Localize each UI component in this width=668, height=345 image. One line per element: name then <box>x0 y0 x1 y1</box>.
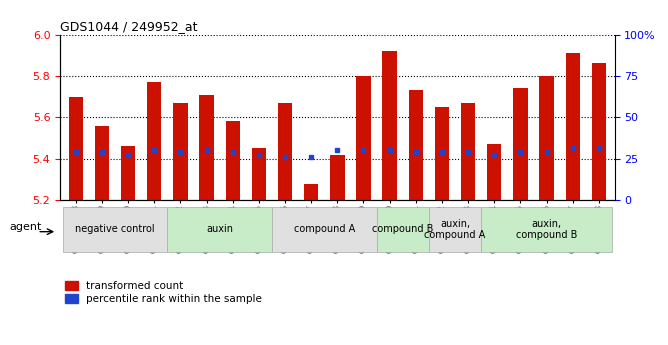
Text: negative control: negative control <box>75 225 155 234</box>
FancyBboxPatch shape <box>377 207 429 252</box>
FancyBboxPatch shape <box>481 207 612 252</box>
FancyBboxPatch shape <box>168 207 272 252</box>
Bar <box>356 76 371 200</box>
Text: auxin: auxin <box>206 225 233 234</box>
FancyBboxPatch shape <box>429 207 481 252</box>
Bar <box>95 126 109 200</box>
Text: agent: agent <box>9 222 41 232</box>
Bar <box>383 51 397 200</box>
Bar <box>278 103 292 200</box>
Text: auxin,
compound A: auxin, compound A <box>424 219 486 240</box>
Legend: transformed count, percentile rank within the sample: transformed count, percentile rank withi… <box>65 281 262 304</box>
Bar <box>252 148 266 200</box>
Bar <box>513 88 528 200</box>
Text: GDS1044 / 249952_at: GDS1044 / 249952_at <box>60 20 198 33</box>
Bar <box>461 103 476 200</box>
FancyBboxPatch shape <box>63 207 168 252</box>
Bar <box>69 97 83 200</box>
Text: compound A: compound A <box>294 225 355 234</box>
Bar <box>592 63 606 200</box>
Text: auxin,
compound B: auxin, compound B <box>516 219 577 240</box>
Bar <box>147 82 162 200</box>
Bar <box>226 121 240 200</box>
Text: compound B: compound B <box>372 225 434 234</box>
Bar <box>173 103 188 200</box>
Bar <box>199 95 214 200</box>
Bar <box>539 76 554 200</box>
Bar <box>330 155 345 200</box>
Bar <box>566 53 580 200</box>
Bar <box>435 107 449 200</box>
Bar <box>304 184 319 200</box>
Bar <box>121 146 136 200</box>
Bar <box>409 90 423 200</box>
FancyBboxPatch shape <box>272 207 377 252</box>
Bar <box>487 144 502 200</box>
